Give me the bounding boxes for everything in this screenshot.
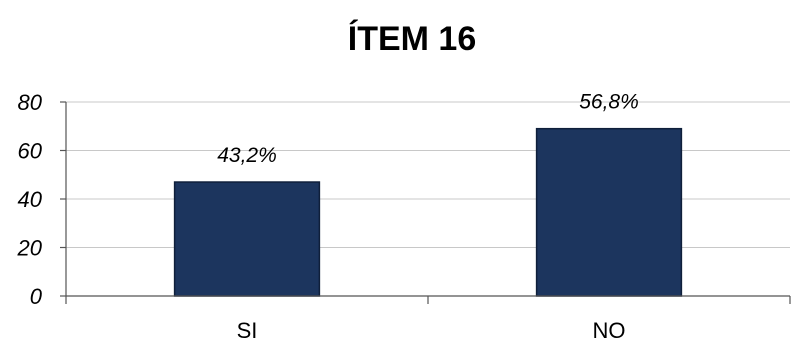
y-tick-label: 0 — [30, 284, 43, 309]
y-tick-label: 80 — [18, 90, 43, 115]
chart-title: ÍTEM 16 — [348, 20, 476, 58]
y-tick-label: 60 — [18, 139, 43, 164]
data-label-no: 56,8% — [579, 91, 639, 114]
axes — [60, 101, 791, 304]
bar-si — [173, 181, 321, 297]
y-tick-label: 40 — [18, 187, 43, 212]
data-label-si: 43,2% — [217, 144, 277, 167]
x-tick-label-no: NO — [593, 318, 626, 342]
x-tick-label-si: SI — [237, 318, 258, 342]
labels: 0 20 40 60 80 43,2% SI 56,8% NO — [17, 90, 639, 342]
y-tick-label: 20 — [17, 236, 43, 261]
bar-no — [535, 127, 683, 297]
